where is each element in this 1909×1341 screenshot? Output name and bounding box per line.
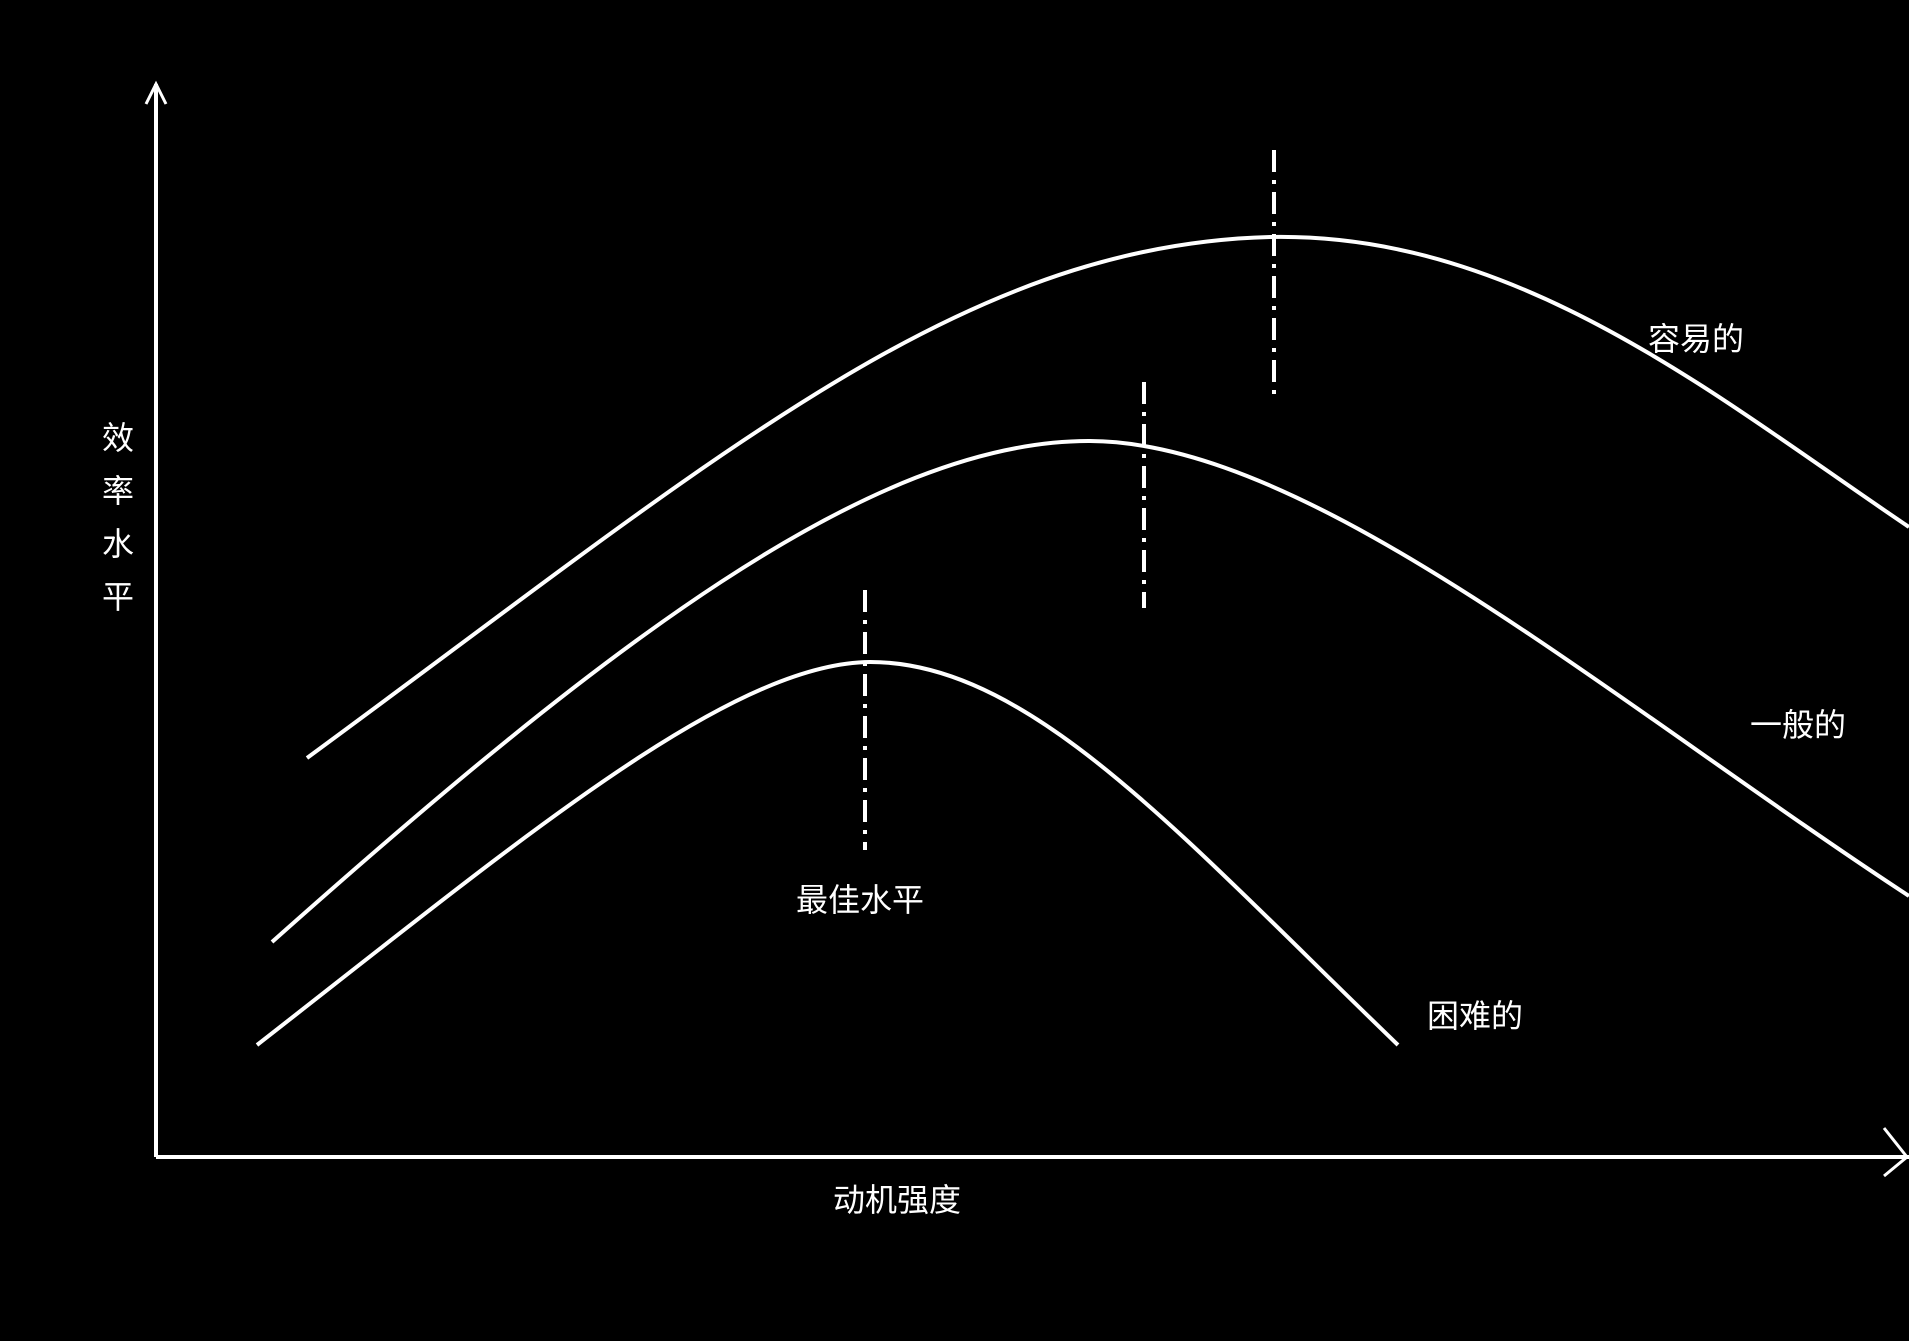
y-axis-label: 效率水平 — [101, 419, 134, 616]
x-axis-arrowhead — [1882, 1127, 1909, 1178]
curve-hard — [255, 659, 1400, 1047]
curve-easy — [305, 234, 1909, 760]
curve-label-medium: 一般的 — [1750, 706, 1847, 744]
curve-medium — [270, 438, 1909, 944]
y-axis-arrowhead — [144, 80, 168, 105]
optimal-level-label: 最佳水平 — [796, 881, 925, 919]
x-axis-label: 动机强度 — [833, 1181, 962, 1219]
curve-label-easy: 容易的 — [1648, 320, 1745, 358]
curve-label-hard: 困难的 — [1427, 997, 1524, 1035]
